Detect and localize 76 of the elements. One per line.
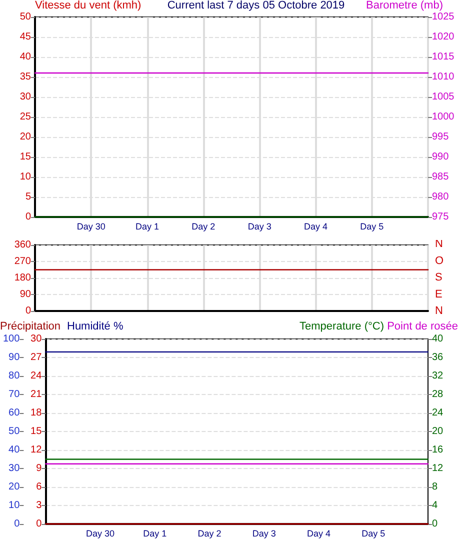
x-tick-label: Day 2	[198, 528, 222, 538]
y2-tick-label: 1005	[432, 92, 455, 102]
y-tick-label: 3	[36, 500, 42, 511]
y3-axis-title: Humidité %	[67, 320, 124, 332]
y-tick-label: 90	[20, 289, 32, 300]
y3-tick-label: 100	[2, 334, 20, 344]
y-tick-label: 0	[25, 306, 32, 316]
y-tick-label: 27	[30, 352, 42, 363]
y2-tick-label: 1010	[432, 72, 455, 82]
y2-tick-label: 980	[432, 192, 450, 202]
x-tick-label: Day 3	[248, 222, 272, 232]
y2-tick-label: 36	[432, 352, 444, 363]
y2-tick-label: 20	[432, 426, 444, 437]
x-tick-label: Day 30	[86, 528, 115, 538]
y3-tick-label: 60	[8, 408, 20, 418]
y-tick-label: 9	[36, 463, 42, 474]
x-tick-label: Day 3	[252, 528, 276, 538]
y2-tick-label: 975	[432, 212, 450, 222]
y2-tick-label: 1020	[432, 32, 455, 42]
x-tick-label: Day 5	[360, 222, 384, 232]
y2-tick-label: 28	[432, 389, 444, 400]
x-tick-label: Day 1	[143, 528, 167, 538]
text: O	[435, 254, 444, 267]
y2-tick-label: 32	[432, 370, 444, 382]
x-tick-label: Day 1	[136, 222, 160, 232]
text: S	[435, 272, 442, 284]
text: N	[435, 305, 443, 317]
x-tick-label: Day 4	[304, 222, 328, 232]
y2-tick-label: 995	[432, 132, 450, 142]
y2-tick-label: 990	[432, 152, 450, 162]
y3-tick-label: 80	[8, 370, 20, 382]
y-tick-label: 0	[36, 518, 42, 530]
y-tick-label: 0	[25, 212, 32, 222]
chart-title: Current last 7 days 05 Octobre 2019	[167, 0, 345, 12]
y-tick-label: 21	[30, 389, 42, 400]
y3-tick-label: 70	[8, 389, 20, 400]
y2-tick-label: 12	[432, 463, 444, 474]
y-tick-label: 20	[20, 132, 32, 142]
y2-tick-label: 1015	[432, 52, 455, 62]
y2-tick-label: 24	[432, 408, 444, 418]
y-tick-label: 270	[14, 256, 32, 267]
x-tick-label: Day 5	[362, 528, 386, 538]
y-tick-label: 24	[30, 370, 42, 382]
text: E	[435, 288, 442, 300]
y-tick-label: 15	[30, 426, 42, 437]
text: Point de rosée	[387, 320, 458, 332]
y-tick-label: 6	[36, 482, 42, 492]
x-tick-label: Day 30	[76, 222, 106, 232]
y-axis-title: Vitesse du vent (kmh)	[35, 0, 142, 12]
y2-axis-title: Barometre (mb)	[366, 0, 444, 12]
y-tick-label: 40	[20, 52, 32, 62]
x-tick-label: Day 4	[307, 528, 331, 538]
y-tick-label: 30	[30, 334, 42, 344]
y2-tick-label: 0	[432, 518, 438, 530]
y-tick-label: 30	[20, 92, 32, 102]
y2-tick-label: 8	[432, 482, 438, 492]
x-tick-label: Day 2	[192, 222, 216, 232]
y2-tick-label: 1000	[432, 112, 455, 122]
y2-axis-title: Temperature (°C)	[300, 320, 384, 332]
y-tick-label: 15	[20, 152, 32, 162]
y-tick-label: 50	[20, 12, 32, 22]
y2-tick-label: 1025	[432, 12, 455, 22]
y-tick-label: 25	[20, 112, 32, 122]
y-tick-label: 10	[20, 172, 32, 182]
y-tick-label: 35	[20, 72, 32, 82]
y-tick-label: 45	[20, 32, 32, 42]
y-tick-label: 18	[30, 408, 42, 418]
y2-tick-label: 40	[432, 334, 444, 344]
y2-tick-label: 16	[432, 444, 444, 456]
y2-tick-label: 4	[432, 500, 438, 511]
y-tick-label: 360	[14, 240, 32, 250]
y-tick-label: 12	[30, 444, 42, 456]
y2-tick-label: 985	[432, 172, 450, 182]
y-axis-title: Précipitation	[0, 320, 61, 332]
y-tick-label: 180	[14, 272, 32, 284]
y-tick-label: 5	[25, 192, 32, 202]
